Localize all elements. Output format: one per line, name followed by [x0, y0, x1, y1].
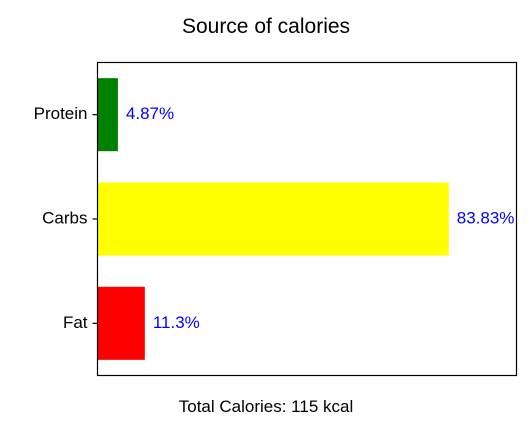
y-tick-label-protein: Protein [34, 104, 88, 123]
bar-protein [97, 78, 118, 152]
total-calories-label: Total Calories: 115 kcal [179, 397, 354, 416]
chart-title: Source of calories [182, 15, 350, 38]
y-axis: Fat Carbs Protein [34, 104, 98, 332]
value-label-carbs: 83.83% [457, 208, 515, 227]
value-labels: 11.3% 83.83% 4.87% [126, 104, 515, 332]
y-tick-label-fat: Fat [63, 313, 88, 332]
bar-carbs [97, 182, 449, 256]
bars-layer [97, 78, 449, 360]
value-label-fat: 11.3% [153, 313, 200, 332]
bar-fat [97, 286, 145, 360]
y-tick-label-carbs: Carbs [42, 208, 87, 227]
value-label-protein: 4.87% [126, 104, 174, 123]
